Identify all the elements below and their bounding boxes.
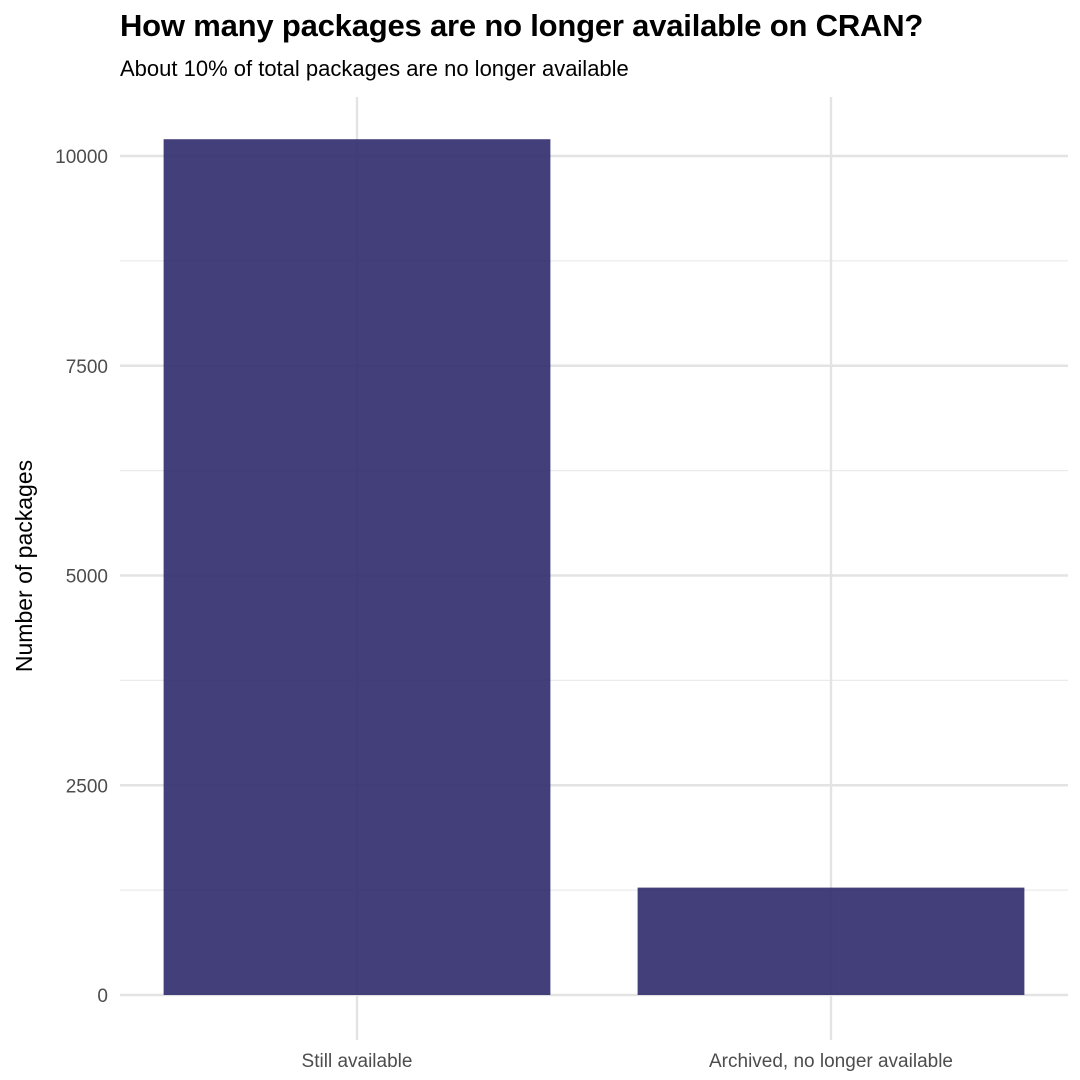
y-tick-label: 2500 — [66, 776, 108, 797]
y-axis-title: Number of packages — [11, 460, 37, 672]
chart-title: How many packages are no longer availabl… — [120, 8, 924, 43]
y-axis-tick-labels: 0 2500 5000 7500 10000 — [55, 147, 108, 1007]
x-tick-label: Still available — [302, 1051, 413, 1072]
x-axis-tick-labels: Still available Archived, no longer avail… — [302, 1051, 953, 1072]
bar — [163, 139, 551, 996]
x-tick-label: Archived, no longer available — [709, 1051, 953, 1072]
y-tick-label: 10000 — [55, 147, 108, 168]
bar — [637, 887, 1025, 995]
bars — [163, 139, 1025, 996]
y-tick-label: 7500 — [66, 357, 108, 378]
y-tick-label: 5000 — [66, 567, 108, 588]
chart-subtitle: About 10% of total packages are no longe… — [120, 56, 629, 81]
y-tick-label: 0 — [97, 986, 108, 1007]
